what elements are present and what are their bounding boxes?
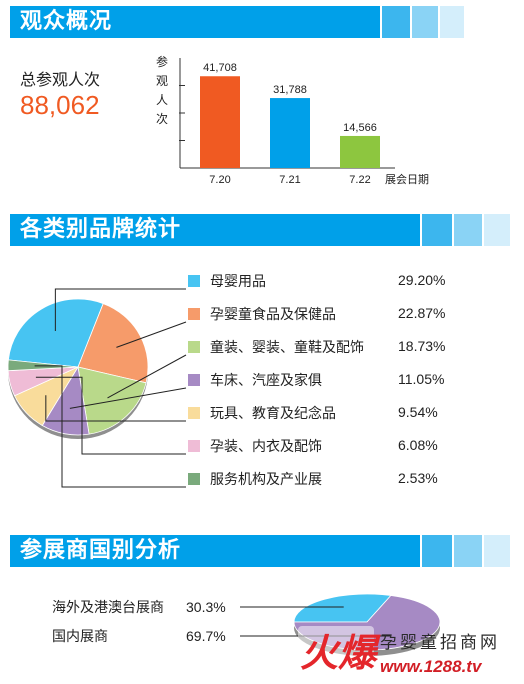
pie-slice <box>7 359 79 372</box>
legend-swatch <box>188 341 200 353</box>
legend-swatch <box>188 473 200 485</box>
brand-category-pie <box>7 288 187 488</box>
legend-label: 童装、婴装、童鞋及配饰 <box>210 340 364 356</box>
legend-swatch <box>188 275 200 287</box>
watermark: 火爆 孕婴童招商网 www.1288.tv <box>296 622 516 678</box>
watermark-site: 孕婴童招商网 <box>380 633 500 652</box>
legend-value: 6.08% <box>398 437 438 453</box>
legend-label: 服务机构及产业展 <box>210 472 322 488</box>
banner-strip <box>412 6 438 38</box>
bar-value-label: 31,788 <box>273 84 307 96</box>
x-axis-label: 展会日期 <box>385 173 429 186</box>
banner-strip <box>382 6 410 38</box>
leader-line <box>107 354 187 399</box>
leader-line <box>69 387 187 409</box>
y-axis-label: 参 <box>156 54 168 69</box>
legend-item: 车床、汽座及家俱 <box>188 369 322 391</box>
x-tick-label: 7.21 <box>279 174 300 186</box>
banner-strip <box>454 214 482 246</box>
y-axis-label: 次 <box>156 112 168 126</box>
legend-label: 孕装、内衣及配饰 <box>210 439 322 455</box>
legend-label: 母婴用品 <box>210 274 266 290</box>
legend-item: 母婴用品 <box>188 270 266 292</box>
pie-label: 国内展商 <box>52 628 108 644</box>
total-visitors-value: 88,062 <box>20 90 100 120</box>
watermark-url: www.1288.tv <box>380 657 483 676</box>
legend-value: 18.73% <box>398 338 446 354</box>
legend-value: 29.20% <box>398 272 446 288</box>
bar <box>270 98 310 168</box>
section-title: 观众概况 <box>20 9 113 34</box>
legend-swatch <box>188 308 200 320</box>
banner-strip <box>484 535 510 567</box>
banner-bar <box>10 214 420 246</box>
pie-value-label: 69.7% <box>186 628 226 644</box>
pie-slice <box>77 303 149 384</box>
pie-label: 海外及港澳台展商 <box>52 599 164 615</box>
legend-value: 22.87% <box>398 305 446 321</box>
section-title: 各类别品牌统计 <box>20 217 182 242</box>
leader-line <box>45 395 186 422</box>
legend-label: 孕婴童食品及保健品 <box>210 307 336 323</box>
bar <box>340 135 380 168</box>
x-tick-label: 7.20 <box>209 174 230 186</box>
bar-value-label: 41,708 <box>203 62 237 74</box>
legend-value: 9.54% <box>398 404 438 420</box>
legend-label: 车床、汽座及家俱 <box>210 373 322 389</box>
banner-bar <box>10 6 380 38</box>
watermark-brand: 火爆 <box>300 633 381 675</box>
bar <box>200 76 240 168</box>
leader-line <box>54 288 186 332</box>
pie-value-label: 30.3% <box>186 599 226 615</box>
legend-item: 服务机构及产业展 <box>188 468 322 490</box>
pie-slice <box>293 593 392 623</box>
watermark-logo: 火爆 孕婴童招商网 www.1288.tv <box>298 626 500 676</box>
leader-line <box>35 376 186 455</box>
legend-item: 孕婴童食品及保健品 <box>188 303 336 325</box>
legend-value: 11.05% <box>398 371 445 387</box>
x-tick-label: 7.22 <box>349 174 370 186</box>
section-banner-brands: 各类别品牌统计 <box>10 214 510 246</box>
bar-value-label: 14,566 <box>343 122 377 134</box>
banner-strip <box>484 214 510 246</box>
section-title: 参展商国别分析 <box>20 538 182 563</box>
leader-line <box>116 321 187 348</box>
legend-item: 童装、婴装、童鞋及配饰 <box>188 336 364 358</box>
banner-bar <box>10 535 420 567</box>
leader-line <box>34 365 186 488</box>
section-banner-exhibitors: 参展商国别分析 <box>10 535 510 567</box>
banner-strip <box>422 214 452 246</box>
total-visitors-label: 总参观人次 <box>20 70 101 89</box>
legend-value: 2.53% <box>398 470 438 486</box>
legend-swatch <box>188 440 200 452</box>
legend-item: 孕装、内衣及配饰 <box>188 435 322 457</box>
pie-slice <box>7 298 104 368</box>
banner-strip <box>440 6 464 38</box>
legend-swatch <box>188 374 200 386</box>
legend-label: 玩具、教育及纪念品 <box>210 406 336 422</box>
section-banner-audience: 观众概况 <box>10 6 510 38</box>
y-axis-label: 观 <box>156 74 168 88</box>
legend-item: 玩具、教育及纪念品 <box>188 402 336 424</box>
banner-strip <box>454 535 482 567</box>
banner-strip <box>422 535 452 567</box>
legend-swatch <box>188 407 200 419</box>
attendance-bar-chart: 参观人次 41,708 7.20 31,788 7.21 14,566 7.22 展会日期 <box>156 54 429 186</box>
y-axis-label: 人 <box>156 93 168 107</box>
